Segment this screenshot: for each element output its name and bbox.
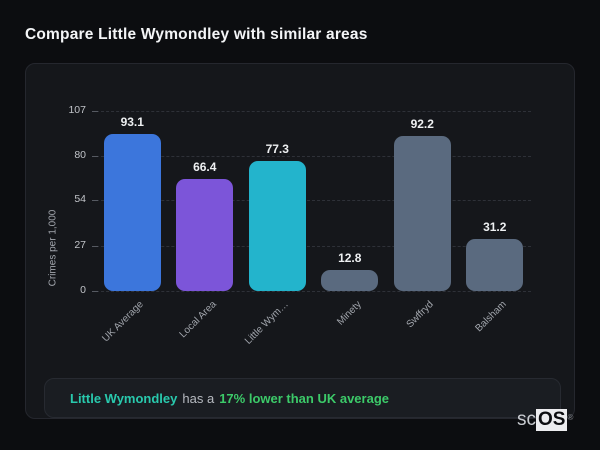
logo-prefix: sc (517, 409, 536, 430)
bar-local-area[interactable] (176, 179, 234, 291)
y-tick-mark (92, 111, 98, 112)
bar-value-label: 77.3 (265, 142, 289, 156)
bar-value-label: 12.8 (338, 250, 362, 265)
y-tick-label: 107 (68, 104, 86, 116)
y-tick-label: 27 (74, 239, 86, 251)
bar-balsham[interactable] (466, 238, 524, 291)
gridline (96, 200, 531, 201)
y-tick-mark (92, 200, 98, 201)
gridline (96, 291, 531, 292)
y-tick-label: 80 (74, 149, 86, 161)
bar-chart-plot-area: 107 80 54 27 0 93.1 UK Average 66.4 Local Area 77… (68, 104, 531, 347)
y-tick-mark (92, 246, 98, 247)
bar-value-label: 66.4 (193, 160, 217, 175)
chart-panel: Crimes per 1,000 107 80 54 27 0 93.1 UK Averag… (25, 63, 575, 419)
bar-value-label: 92.2 (410, 116, 434, 131)
bar-value-label: 93.1 (120, 115, 144, 130)
bar-value-label: 31.2 (483, 219, 507, 234)
y-tick-label: 0 (80, 284, 86, 296)
registered-mark-icon: ® (567, 413, 574, 422)
comparison-note: Little Wymondley has a 17% lower than UK a… (44, 378, 561, 418)
bar-uk-average[interactable] (103, 134, 161, 291)
logo-suffix: OS (536, 409, 568, 431)
comparison-highlight-text: 17% lower than UK average (219, 390, 389, 406)
gridline (96, 111, 531, 112)
y-tick-label: 54 (74, 193, 86, 205)
comparison-connector-text: has a (182, 390, 215, 406)
page-title: Compare Little Wymondley with similar ar… (25, 26, 368, 43)
y-tick-mark (92, 291, 98, 292)
comparison-area-name: Little Wymondley (70, 390, 178, 406)
scos-logo: sc OS ® (517, 409, 573, 431)
bar-swffryd[interactable] (393, 135, 451, 291)
gridline (96, 156, 531, 157)
bar-minety[interactable] (321, 269, 379, 291)
bar-little-wym[interactable] (248, 161, 306, 291)
gridline (96, 246, 531, 247)
y-tick-mark (92, 156, 98, 157)
